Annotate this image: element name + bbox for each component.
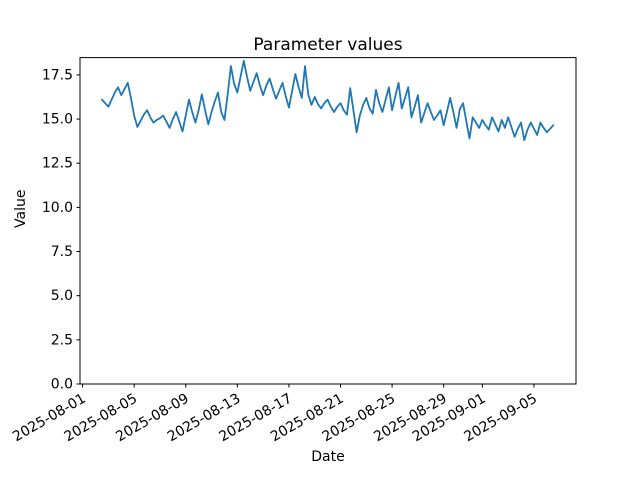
y-axis-label: Value <box>13 189 29 228</box>
y-tick-label: 17.5 <box>42 67 73 83</box>
x-axis-label: Date <box>311 449 345 465</box>
data-line-parameter-values <box>101 59 555 142</box>
y-tick-label: 5.0 <box>51 288 73 304</box>
y-tick-label: 12.5 <box>42 156 73 172</box>
y-tick-label: 2.5 <box>51 332 73 348</box>
y-tick-label: 15.0 <box>42 112 73 128</box>
axes-spines <box>79 57 577 385</box>
y-tick-label: 0.0 <box>51 377 73 393</box>
y-tick-label: 10.0 <box>42 200 73 216</box>
y-tick-label: 7.5 <box>51 244 73 260</box>
chart-title: Parameter values <box>253 35 403 55</box>
